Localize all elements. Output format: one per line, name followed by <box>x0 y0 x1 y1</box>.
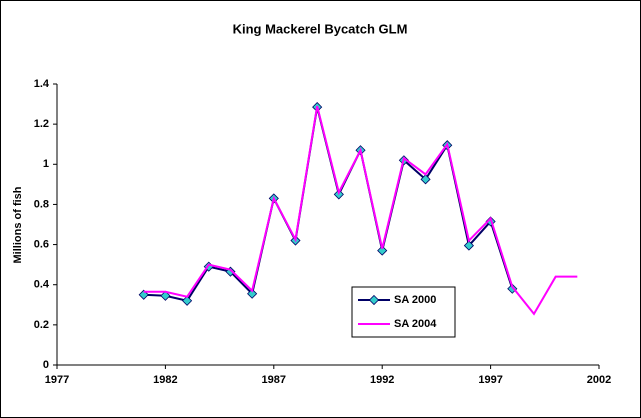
data-point <box>377 245 388 256</box>
data-point <box>420 174 431 185</box>
chart-title: King Mackerel Bycatch GLM <box>233 21 408 36</box>
data-point <box>463 240 474 251</box>
legend-marker <box>368 294 380 306</box>
y-tick-label: 0.2 <box>34 319 49 331</box>
y-axis-label: Millions of fish <box>12 186 24 263</box>
data-point <box>160 290 171 301</box>
series-line <box>143 105 578 316</box>
y-tick-label: 1 <box>43 158 49 170</box>
legend-label: SA 2000 <box>394 294 436 306</box>
y-tick-label: 1.2 <box>34 118 49 130</box>
y-tick-label: 0.8 <box>34 198 49 210</box>
x-tick-label: 2002 <box>587 374 611 386</box>
x-tick-label: 1987 <box>262 374 286 386</box>
legend-box <box>351 286 456 338</box>
legend-label: SA 2004 <box>394 318 437 330</box>
y-tick-label: 0 <box>43 359 49 371</box>
y-tick-label: 0.6 <box>34 238 49 250</box>
x-tick-label: 1997 <box>478 374 502 386</box>
x-tick-label: 1982 <box>153 374 177 386</box>
y-tick-label: 1.4 <box>34 78 50 90</box>
y-tick-label: 0.4 <box>34 279 50 291</box>
data-point <box>247 288 258 299</box>
data-point <box>182 295 193 306</box>
x-tick-label: 1977 <box>45 374 69 386</box>
x-tick-label: 1992 <box>370 374 394 386</box>
